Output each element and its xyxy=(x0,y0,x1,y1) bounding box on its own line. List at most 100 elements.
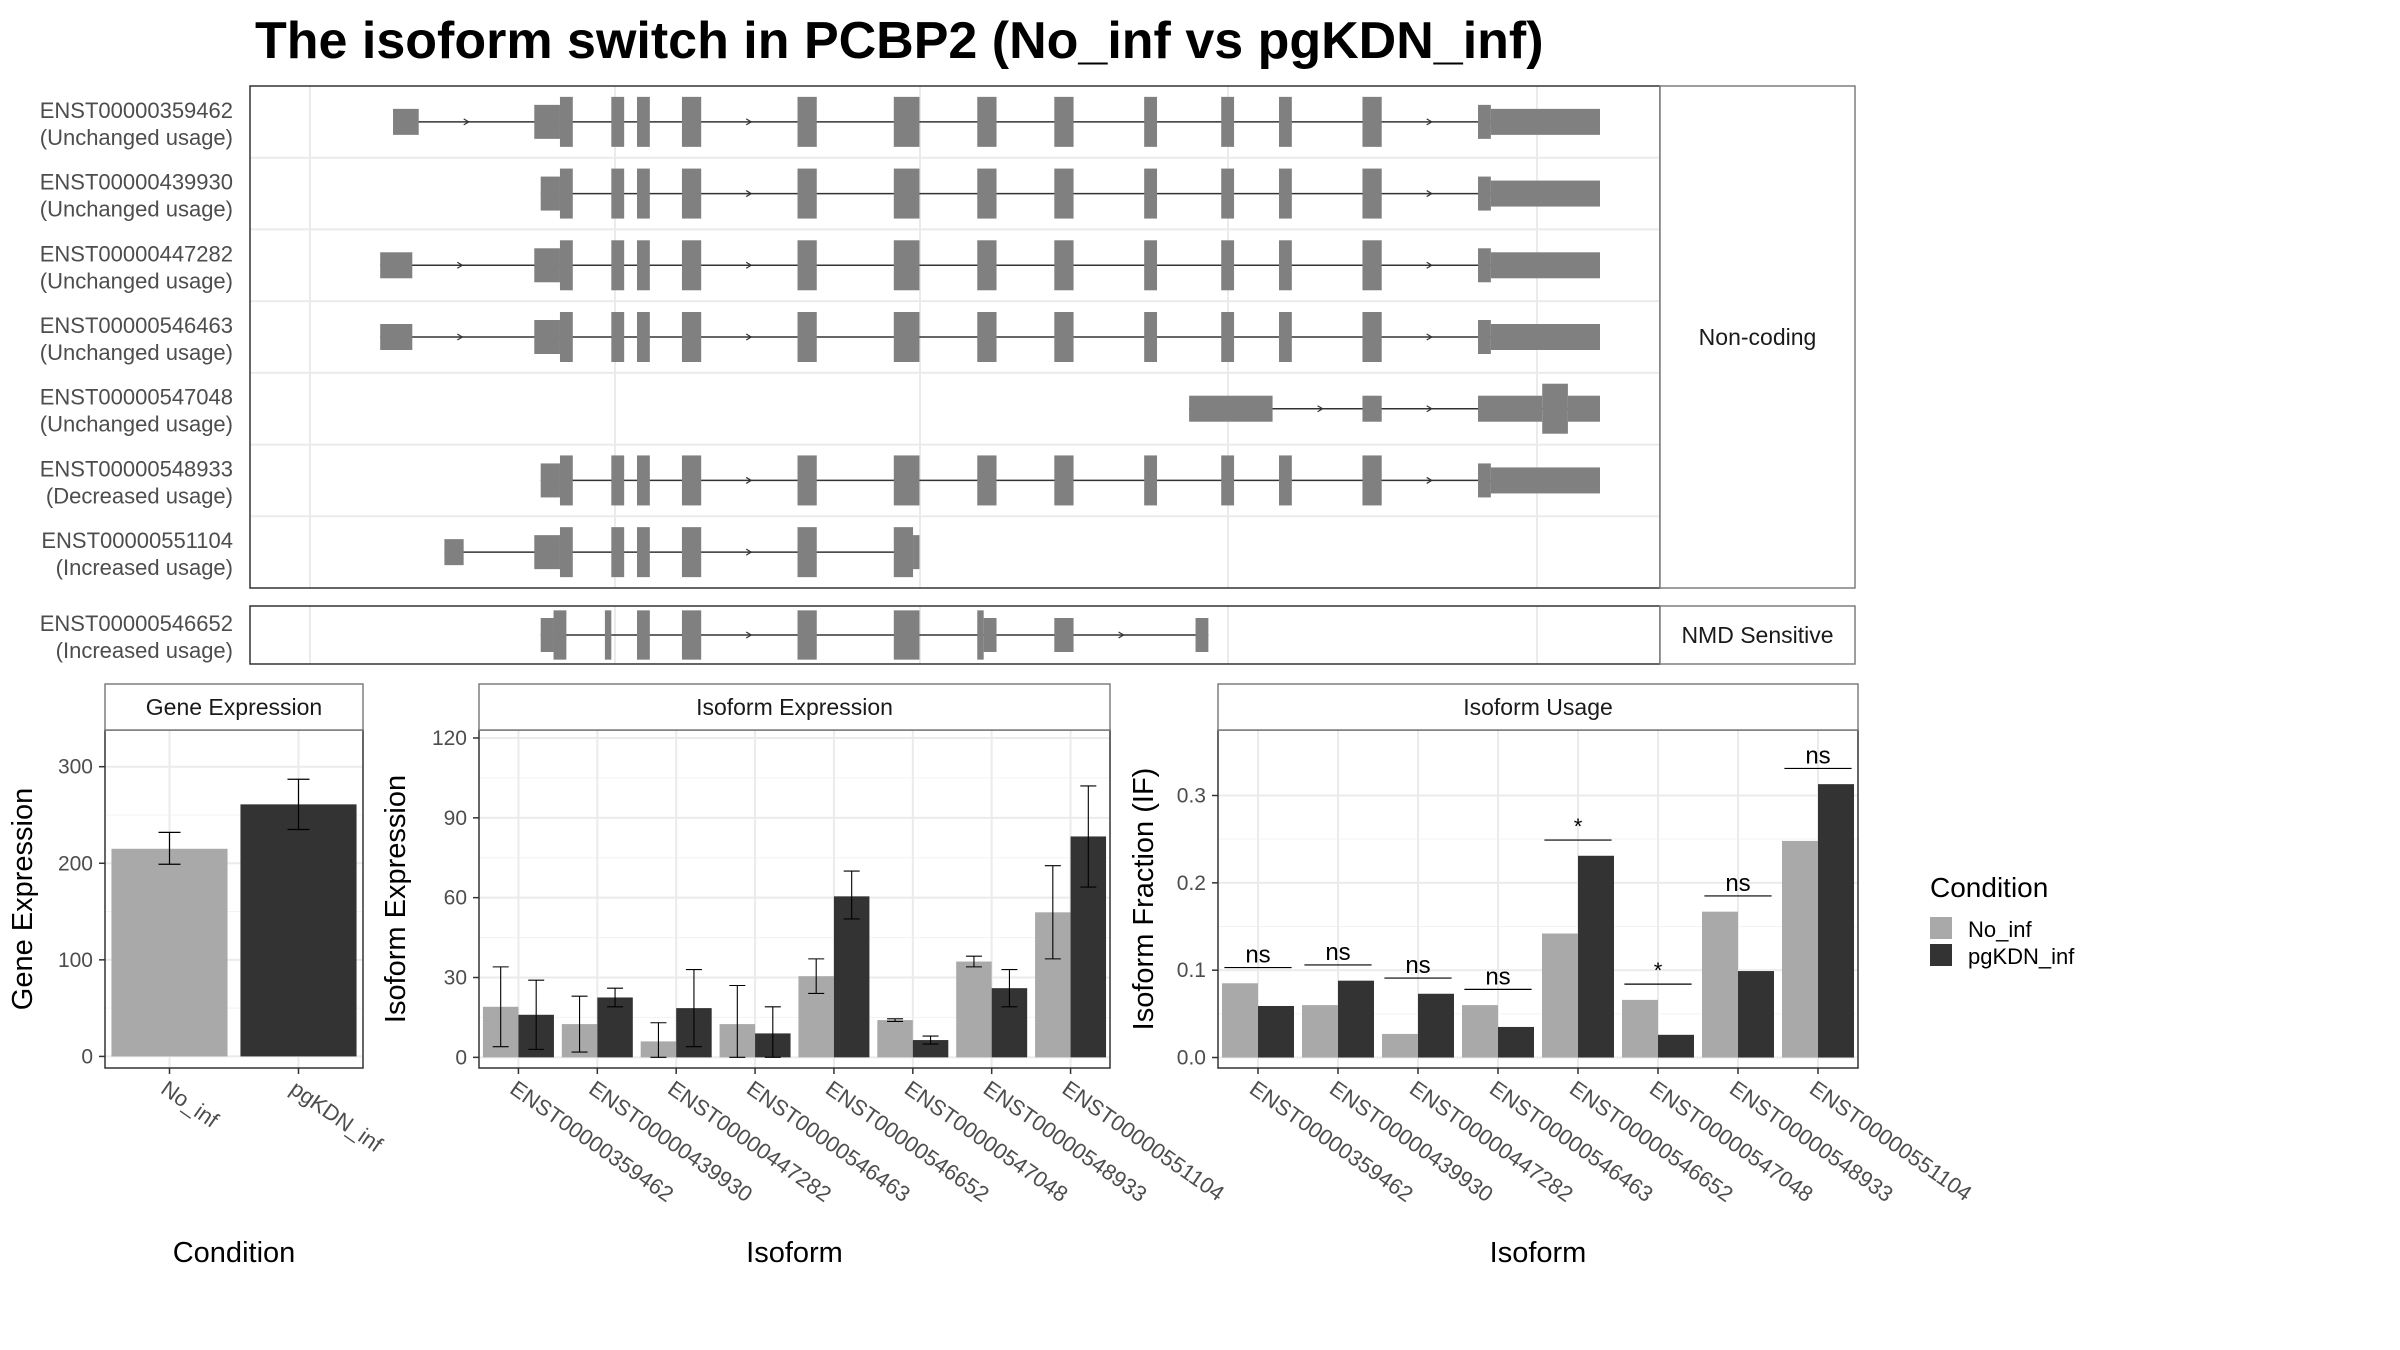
exon-block xyxy=(534,535,560,570)
panel-strip-label: Isoform Usage xyxy=(1463,694,1613,720)
exon-block xyxy=(1144,455,1158,506)
exon-block xyxy=(1054,455,1074,506)
bar-pgKDN_inf-ENST00000359462 xyxy=(1258,1005,1294,1058)
bar-pgKDN_inf-ENST00000548933 xyxy=(1738,971,1774,1058)
exon-block xyxy=(1054,240,1074,291)
panel-strip xyxy=(104,683,364,731)
exon-block xyxy=(1279,455,1292,506)
intron-arrow xyxy=(1426,118,1433,126)
significance-label: ns xyxy=(1805,742,1830,769)
exon-block xyxy=(983,618,997,652)
legend-title: Condition xyxy=(1930,872,2048,903)
y-tick-label: 0 xyxy=(455,1046,467,1069)
intron-arrow xyxy=(463,118,470,126)
exon-block xyxy=(1490,252,1600,279)
error-bar xyxy=(887,1018,904,1022)
exon-block xyxy=(1490,324,1600,350)
error-bar xyxy=(287,778,310,831)
exon-block xyxy=(637,240,650,291)
condition-legend: Condition No_inf pgKDN_inf xyxy=(1930,872,2075,969)
transcript-row-ENST00000546652: ENST00000546652(Increased usage) xyxy=(40,610,1209,663)
exon-block xyxy=(1279,240,1292,291)
panel-strip-label: Gene Expression xyxy=(146,694,322,720)
transcript-group-strip xyxy=(1659,85,1856,589)
exon-block xyxy=(1362,96,1382,147)
y-tick-label: 0.2 xyxy=(1177,872,1206,895)
error-bar xyxy=(528,979,545,1050)
error-bar xyxy=(843,870,860,920)
exon-block xyxy=(1279,312,1292,362)
y-axis-title: Gene Expression xyxy=(7,788,39,1010)
exon-block xyxy=(1362,168,1382,219)
transcript-row-ENST00000551104: ENST00000551104(Increased usage) xyxy=(41,527,920,580)
transcript-status-label: (Decreased usage) xyxy=(46,483,233,508)
exon-block xyxy=(380,252,413,279)
transcript-status-label: (Unchanged usage) xyxy=(40,412,233,437)
exon-block xyxy=(1054,312,1074,362)
transcript-status-label: (Increased usage) xyxy=(56,555,233,580)
bar-No_inf-ENST00000548933 xyxy=(956,961,992,1058)
exon-block xyxy=(681,96,702,147)
x-tick-label: No_inf xyxy=(157,1076,224,1133)
bar-pgKDN_inf-ENST00000546463 xyxy=(1498,1026,1534,1058)
exon-block xyxy=(1490,180,1600,207)
exon-block xyxy=(380,324,413,350)
legend-swatch-pgkdn-inf xyxy=(1930,944,1952,966)
transcript-group-0: ENST00000359462(Unchanged usage)ENST0000… xyxy=(40,85,1856,589)
bar-pgKDN_inf-ENST00000439930 xyxy=(1338,980,1374,1058)
error-bar xyxy=(729,984,746,1058)
y-tick-label: 90 xyxy=(444,807,467,830)
exon-block xyxy=(1567,395,1600,422)
significance-label: * xyxy=(1574,814,1583,839)
exon-block xyxy=(681,240,702,291)
exon-block xyxy=(893,312,920,362)
bar-No_inf-ENST00000547048 xyxy=(877,1020,913,1058)
exon-block xyxy=(797,312,817,362)
exon-block xyxy=(797,168,817,219)
exon-block xyxy=(893,455,920,506)
exon-block xyxy=(1490,467,1600,494)
x-tick-label: pgKDN_inf xyxy=(286,1076,388,1158)
exon-block xyxy=(559,240,573,291)
intron-arrow xyxy=(1426,405,1433,413)
panel-strip xyxy=(478,683,1111,731)
transcript-row-ENST00000359462: ENST00000359462(Unchanged usage) xyxy=(40,96,1600,150)
intron-arrow xyxy=(745,333,753,341)
bar-No_inf-ENST00000551104 xyxy=(1782,840,1818,1058)
bar-pgKDN_inf-ENST00000551104 xyxy=(1818,784,1854,1058)
bar-No_inf-ENST00000548933 xyxy=(1702,911,1738,1058)
exon-block xyxy=(1362,395,1382,422)
error-bar xyxy=(158,831,181,865)
exon-block xyxy=(1362,455,1382,506)
intron-arrow xyxy=(745,118,753,126)
exon-block xyxy=(1221,455,1235,506)
exon-block xyxy=(540,176,560,211)
intron-arrow xyxy=(1426,476,1433,484)
exon-block xyxy=(559,168,573,219)
error-bar xyxy=(1001,968,1018,1008)
exon-block xyxy=(977,312,997,362)
transcript-structure-panels: ENST00000359462(Unchanged usage)ENST0000… xyxy=(40,85,1856,665)
exon-block xyxy=(1221,168,1235,219)
exon-block xyxy=(444,539,464,566)
transcript-id-label: ENST00000359462 xyxy=(40,98,233,123)
exon-block xyxy=(637,610,650,660)
intron-arrow xyxy=(1426,333,1433,341)
exon-block xyxy=(977,610,984,660)
exon-block xyxy=(681,610,702,660)
x-axis-title: Isoform xyxy=(746,1237,843,1269)
transcript-row-ENST00000548933: ENST00000548933(Decreased usage) xyxy=(40,455,1600,508)
intron-arrow xyxy=(1317,405,1324,413)
exon-block xyxy=(1542,383,1568,434)
transcript-id-label: ENST00000548933 xyxy=(40,456,233,481)
exon-block xyxy=(1144,96,1158,147)
exon-block xyxy=(977,240,997,291)
y-tick-label: 30 xyxy=(444,967,467,990)
exon-block xyxy=(611,96,625,147)
error-bar xyxy=(1080,785,1097,888)
exon-block xyxy=(797,610,817,660)
exon-block xyxy=(1478,176,1491,211)
error-bar xyxy=(607,987,624,1008)
significance-label: ns xyxy=(1725,870,1750,897)
